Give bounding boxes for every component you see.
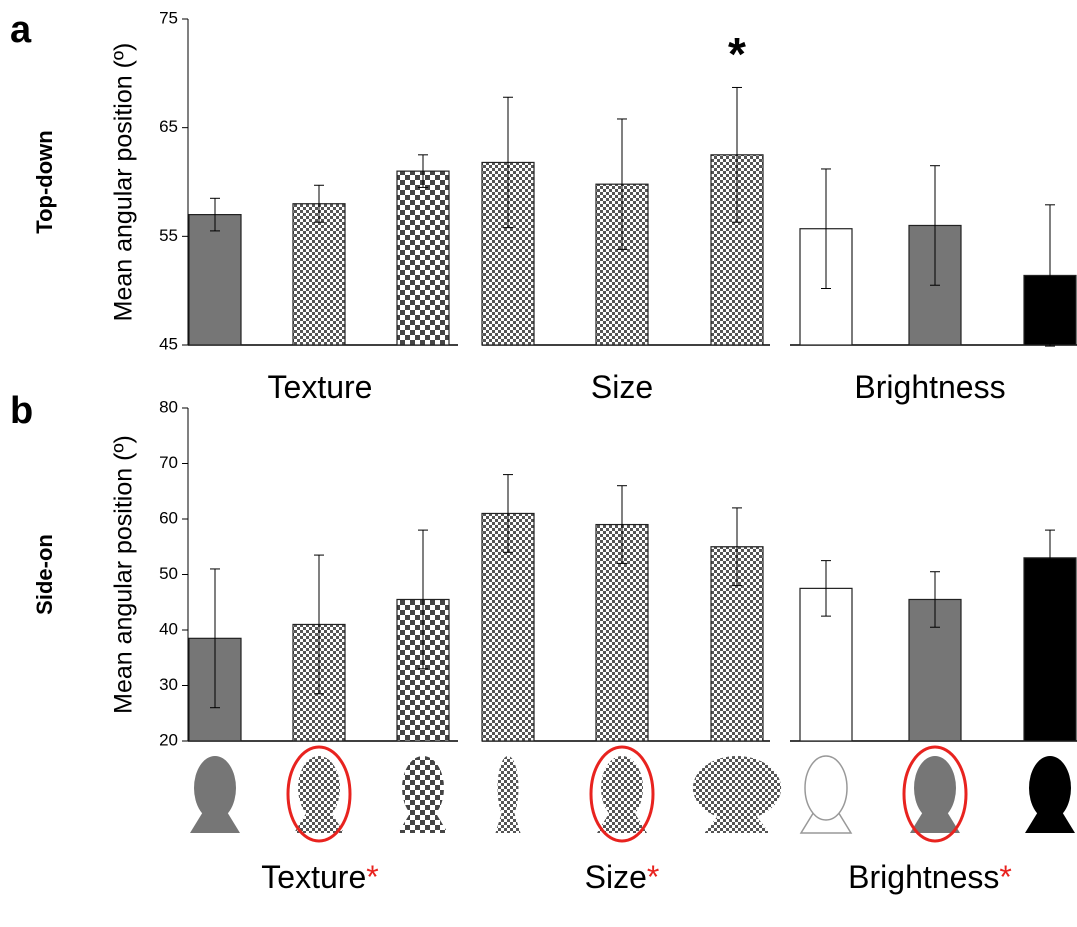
significance-marker: *	[999, 859, 1011, 895]
y-tick-label: 80	[159, 397, 178, 416]
stimulus-icon	[693, 756, 781, 833]
group-label: Texture	[268, 369, 373, 405]
stimulus-shape	[914, 756, 956, 820]
y-tick-label: 40	[159, 619, 178, 638]
y-tick-label: 60	[159, 508, 178, 527]
stimulus-shape	[805, 756, 847, 820]
panel-letter: b	[10, 390, 33, 432]
stimulus-shape	[194, 756, 236, 820]
group-name: Size	[585, 859, 647, 895]
significance-marker: *	[647, 859, 659, 895]
bar	[397, 171, 449, 345]
stimulus-shape	[298, 756, 340, 820]
stimulus-icon	[801, 756, 851, 833]
stimulus-icon	[591, 747, 653, 841]
y-tick-label: 20	[159, 730, 178, 749]
group-label: Texture*	[261, 859, 378, 895]
y-axis-label: Mean angular position (º)	[110, 435, 138, 714]
stimulus-icon	[496, 756, 521, 833]
figure: a Top-down Mean angular position (º) 45 55 65…	[0, 0, 1077, 927]
y-tick-label: 65	[159, 117, 178, 136]
y-tick-label: 70	[159, 453, 178, 472]
row-label: Side-on	[32, 534, 57, 615]
bar	[189, 215, 241, 345]
group-name: Brightness	[848, 859, 999, 895]
stimulus-icon	[1025, 756, 1075, 833]
group-name: Brightness	[854, 369, 1005, 405]
stimulus-icon	[190, 756, 240, 833]
y-tick-label: 55	[159, 226, 178, 245]
stimulus-icon	[288, 747, 350, 841]
panel-letter: a	[10, 9, 32, 51]
group-name: Texture	[268, 369, 373, 405]
significance-annotation: *	[728, 28, 746, 80]
y-tick-label: 50	[159, 564, 178, 583]
stimulus-shape	[402, 756, 444, 820]
y-tick-label: 75	[159, 8, 178, 27]
group-name: Size	[591, 369, 653, 405]
y-tick-label: 45	[159, 334, 178, 353]
group-label: Size*	[585, 859, 660, 895]
stimulus-shape	[1029, 756, 1071, 820]
group-label: Brightness*	[848, 859, 1012, 895]
stimulus-shape	[601, 756, 643, 820]
y-axis-label: Mean angular position (º)	[110, 43, 138, 322]
group-name: Texture	[261, 859, 366, 895]
group-label: Brightness	[854, 369, 1005, 405]
stimulus-icon	[904, 747, 966, 841]
group-label: Size	[591, 369, 653, 405]
y-tick-label: 30	[159, 675, 178, 694]
stimulus-shape	[693, 756, 781, 820]
row-label: Top-down	[32, 130, 57, 233]
stimulus-icon	[398, 756, 448, 833]
significance-marker: *	[366, 859, 378, 895]
stimulus-shape	[498, 756, 519, 820]
bar	[293, 204, 345, 345]
